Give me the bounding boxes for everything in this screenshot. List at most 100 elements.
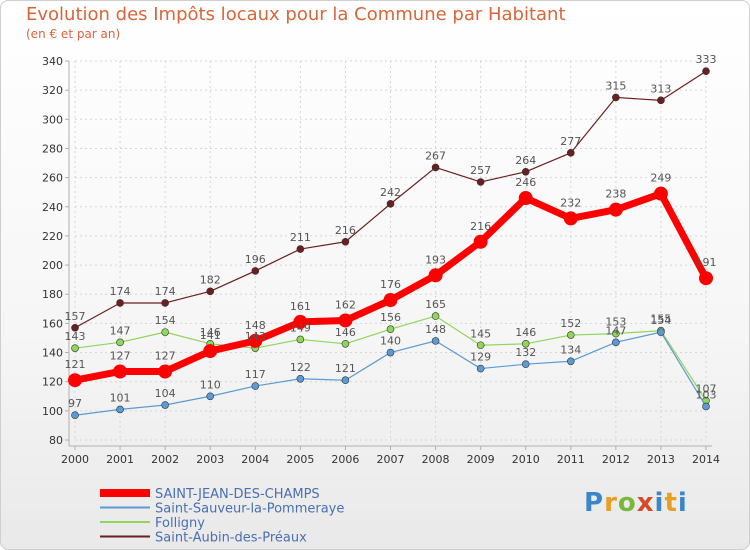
data-point-saint-jean-des-champs	[653, 186, 668, 201]
data-label-saint-aubin-des-preaux: 313	[650, 82, 671, 95]
data-label-saint-jean-des-champs: 121	[65, 358, 86, 371]
data-label-saint-aubin-des-preaux: 267	[425, 149, 446, 162]
x-tick-label: 2005	[286, 453, 314, 466]
chart-title: Evolution des Impôts locaux pour la Comm…	[26, 4, 566, 25]
data-point-saint-jean-des-champs	[203, 344, 218, 359]
y-tick-label: 160	[42, 317, 63, 330]
data-point-saint-aubin-des-preaux	[476, 178, 485, 186]
data-point-folligny	[566, 331, 575, 339]
data-label-saint-sauveur-la-pommeraye: 122	[290, 361, 311, 374]
y-tick-label: 240	[42, 201, 63, 214]
chart-subtitle: (en € et par an)	[26, 27, 121, 41]
data-point-saint-sauveur-la-pommeraye	[657, 328, 665, 336]
y-tick-label: 80	[49, 434, 63, 447]
data-point-saint-jean-des-champs	[68, 373, 82, 388]
data-point-saint-sauveur-la-pommeraye	[702, 402, 710, 411]
data-label-saint-sauveur-la-pommeraye: 97	[68, 397, 82, 410]
data-label-saint-jean-des-champs: 216	[470, 220, 491, 233]
data-label-folligny: 153	[605, 316, 626, 329]
data-point-folligny	[296, 335, 305, 344]
data-label-saint-aubin-des-preaux: 157	[65, 310, 86, 323]
data-label-saint-sauveur-la-pommeraye: 148	[425, 323, 446, 336]
data-point-saint-sauveur-la-pommeraye	[386, 348, 395, 357]
x-tick-label: 2014	[692, 453, 720, 466]
data-label-saint-jean-des-champs: 176	[380, 278, 401, 291]
data-point-folligny	[612, 329, 620, 338]
data-point-saint-sauveur-la-pommeraye	[476, 364, 485, 373]
data-point-saint-sauveur-la-pommeraye	[116, 405, 124, 414]
data-label-folligny: 152	[560, 317, 581, 330]
x-tick-label: 2006	[331, 453, 359, 466]
data-label-saint-jean-des-champs: 249	[650, 172, 671, 185]
data-label-folligny: 165	[425, 298, 446, 311]
data-point-saint-aubin-des-preaux	[431, 163, 440, 172]
legend-label: Folligny	[155, 516, 205, 531]
data-point-saint-aubin-des-preaux	[296, 245, 305, 253]
data-label-saint-sauveur-la-pommeraye: 104	[155, 387, 176, 400]
data-label-saint-aubin-des-preaux: 174	[110, 285, 131, 298]
data-label-saint-aubin-des-preaux: 242	[380, 186, 401, 199]
data-label-folligny: 107	[696, 383, 717, 396]
y-tick-label: 120	[42, 376, 63, 389]
data-point-saint-aubin-des-preaux	[161, 299, 169, 307]
data-point-folligny	[386, 325, 395, 334]
data-label-saint-jean-des-champs: 148	[245, 319, 266, 332]
data-label-saint-aubin-des-preaux: 216	[335, 224, 356, 237]
data-point-saint-sauveur-la-pommeraye	[296, 374, 305, 383]
data-point-saint-jean-des-champs	[428, 268, 443, 283]
data-point-folligny	[476, 341, 485, 350]
data-point-saint-jean-des-champs	[473, 234, 488, 249]
data-label-saint-sauveur-la-pommeraye: 132	[515, 346, 536, 359]
data-label-saint-jean-des-champs: 162	[335, 298, 356, 311]
data-label-saint-sauveur-la-pommeraye: 140	[380, 335, 401, 348]
x-tick-label: 2008	[422, 453, 450, 466]
x-tick-label: 2012	[602, 453, 630, 466]
data-label-folligny: 147	[110, 324, 131, 337]
data-point-saint-aubin-des-preaux	[566, 149, 575, 157]
data-label-saint-aubin-des-preaux: 196	[245, 253, 266, 266]
data-label-saint-aubin-des-preaux: 174	[155, 285, 176, 298]
data-point-saint-aubin-des-preaux	[521, 167, 530, 176]
x-tick-label: 2002	[151, 453, 179, 466]
data-point-saint-jean-des-champs	[338, 313, 353, 328]
data-label-saint-sauveur-la-pommeraye: 147	[605, 324, 626, 337]
y-tick-label: 340	[42, 55, 63, 68]
data-label-folligny: 143	[245, 330, 266, 343]
data-point-saint-jean-des-champs	[293, 314, 308, 329]
x-tick-label: 2010	[512, 453, 540, 466]
data-label-saint-aubin-des-preaux: 264	[515, 154, 536, 167]
data-point-saint-jean-des-champs	[518, 191, 533, 206]
data-label-saint-sauveur-la-pommeraye: 129	[470, 351, 491, 364]
x-tick-label: 2011	[557, 453, 585, 466]
y-tick-label: 140	[42, 347, 63, 360]
x-tick-label: 2013	[647, 453, 675, 466]
data-label-saint-aubin-des-preaux: 257	[470, 164, 491, 177]
data-point-saint-sauveur-la-pommeraye	[521, 360, 530, 369]
data-point-saint-jean-des-champs	[608, 202, 623, 217]
data-label-saint-jean-des-champs: 127	[110, 349, 131, 362]
data-label-saint-sauveur-la-pommeraye: 103	[696, 388, 717, 401]
data-point-saint-aubin-des-preaux	[386, 200, 395, 208]
x-tick-label: 2004	[241, 453, 269, 466]
data-point-saint-sauveur-la-pommeraye	[71, 411, 79, 420]
data-label-folligny: 149	[290, 321, 311, 334]
data-point-saint-jean-des-champs	[113, 364, 128, 379]
data-label-saint-jean-des-champs: 161	[290, 300, 311, 313]
legend-label: Saint-Aubin-des-Préaux	[155, 531, 307, 546]
data-label-saint-sauveur-la-pommeraye: 154	[650, 314, 671, 327]
data-label-saint-jean-des-champs: 238	[605, 188, 626, 201]
data-point-saint-jean-des-champs	[248, 333, 263, 348]
data-point-saint-aubin-des-preaux	[657, 96, 665, 105]
data-label-saint-sauveur-la-pommeraye: 101	[110, 391, 131, 404]
data-point-saint-jean-des-champs	[563, 211, 578, 226]
y-tick-label: 280	[42, 142, 63, 155]
data-label-folligny: 146	[200, 326, 221, 339]
data-point-saint-sauveur-la-pommeraye	[431, 337, 440, 345]
y-tick-label: 260	[42, 172, 63, 185]
data-label-saint-aubin-des-preaux: 315	[605, 79, 626, 92]
data-label-saint-jean-des-champs: 127	[155, 349, 176, 362]
data-label-saint-sauveur-la-pommeraye: 134	[560, 343, 581, 356]
data-label-folligny: 154	[155, 314, 176, 327]
